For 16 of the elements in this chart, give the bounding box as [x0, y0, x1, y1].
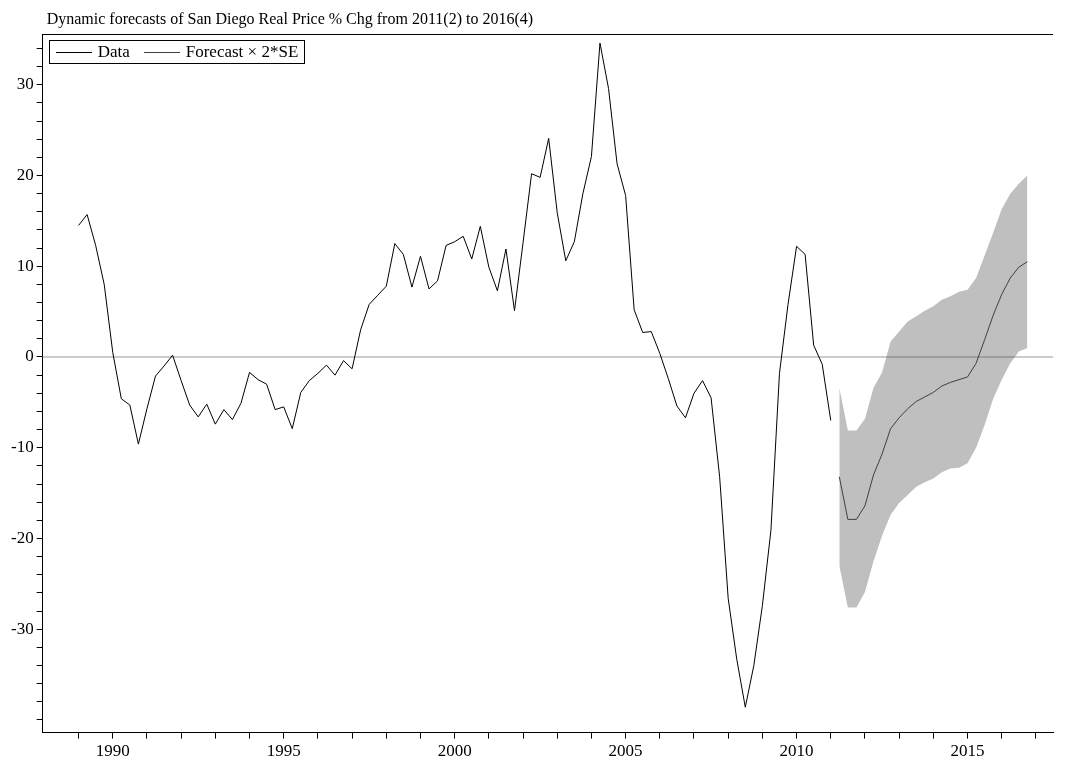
y-tick-label: -10 — [10, 437, 34, 457]
y-tick-label: 10 — [16, 255, 34, 275]
legend-label: Forecast × 2*SE — [185, 42, 299, 62]
y-tick-label: -30 — [10, 618, 34, 638]
x-tick-label: 2000 — [437, 741, 472, 761]
x-tick-label: 2010 — [779, 741, 814, 761]
x-tick-label: 2015 — [950, 741, 985, 761]
y-tick-label: 20 — [16, 165, 34, 184]
y-tick-label: 0 — [25, 346, 34, 366]
legend-label: Data — [97, 42, 130, 62]
x-tick-label: 1995 — [266, 741, 301, 761]
y-tick-label: -20 — [10, 527, 34, 547]
chart-title: Dynamic forecasts of San Diego Real Price % Chg from 2011(2) to 2016(4) — [46, 10, 534, 28]
y-tick-label: 30 — [16, 74, 34, 94]
x-tick-label: 1990 — [95, 741, 130, 761]
x-tick-label: 2005 — [608, 741, 643, 761]
